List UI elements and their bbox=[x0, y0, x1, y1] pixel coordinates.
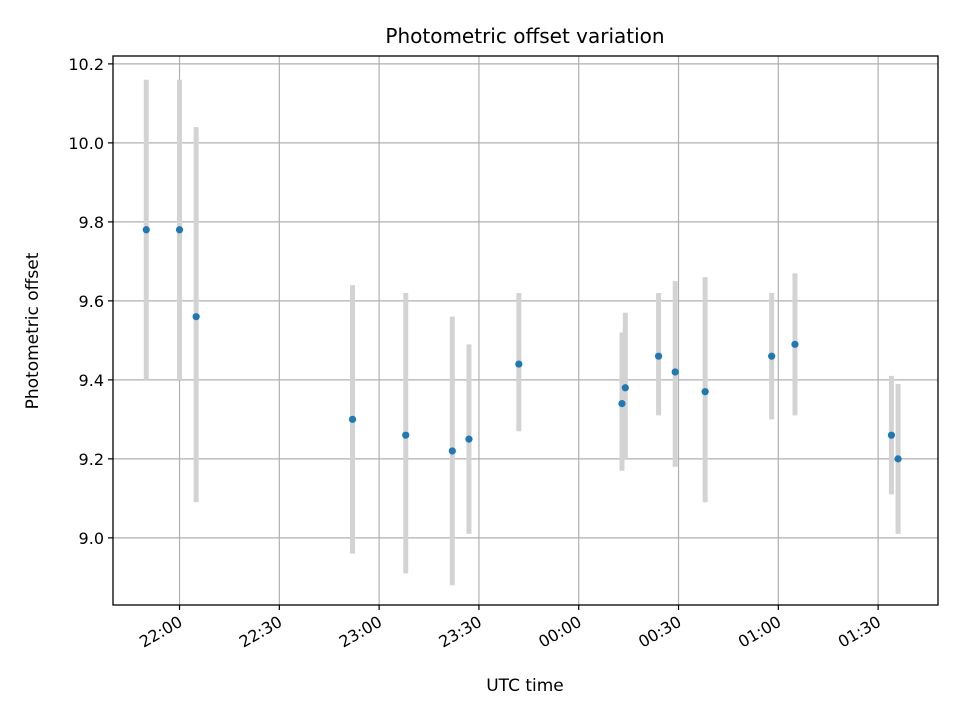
y-axis-title: Photometric offset bbox=[23, 252, 43, 409]
data-point bbox=[515, 360, 523, 368]
data-point bbox=[671, 368, 679, 376]
data-point bbox=[348, 415, 357, 423]
data-point bbox=[618, 399, 626, 408]
data-point bbox=[621, 384, 629, 392]
data-point bbox=[465, 435, 473, 443]
y-tick-label: 10.2 bbox=[68, 55, 104, 74]
y-tick-label: 10.0 bbox=[68, 134, 104, 153]
x-axis-title: UTC time bbox=[486, 676, 564, 696]
data-points bbox=[142, 226, 902, 463]
data-point bbox=[791, 340, 799, 348]
plot-frame bbox=[112, 55, 939, 606]
y-tick-label: 9.4 bbox=[79, 371, 104, 390]
y-tick-label: 9.0 bbox=[79, 529, 104, 548]
grid bbox=[113, 56, 938, 605]
y-tick-label: 9.2 bbox=[79, 450, 104, 469]
y-tick-label: 9.6 bbox=[79, 292, 104, 311]
data-point bbox=[768, 352, 776, 360]
data-point bbox=[142, 226, 150, 234]
data-point bbox=[175, 226, 184, 234]
y-tick-label: 9.8 bbox=[79, 213, 104, 232]
data-point bbox=[894, 455, 902, 463]
data-point bbox=[192, 313, 200, 321]
data-point bbox=[887, 431, 896, 439]
data-point bbox=[701, 388, 709, 396]
data-point bbox=[654, 352, 663, 360]
data-point bbox=[448, 447, 456, 455]
y-axis-ticks: 9.0 9.2 9.4 9.6 9.8 10.0 10.2 bbox=[68, 55, 113, 548]
chart-title: Photometric offset variation bbox=[385, 24, 664, 48]
data-point bbox=[402, 431, 410, 439]
